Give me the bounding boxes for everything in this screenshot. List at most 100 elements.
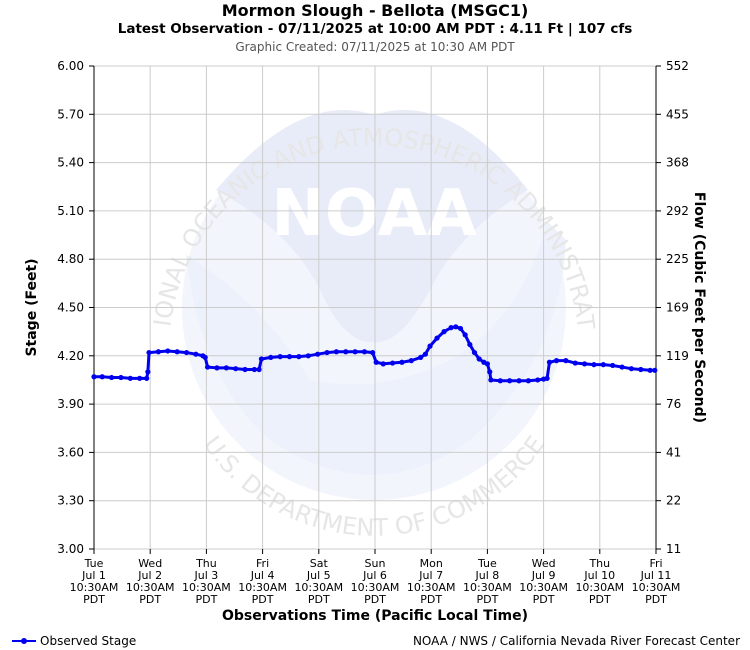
- data-point: [507, 378, 513, 384]
- data-point: [647, 367, 653, 373]
- data-point: [380, 361, 386, 367]
- data-point: [108, 374, 115, 381]
- legend-label: Observed Stage: [40, 634, 137, 648]
- y-tick-label: 5.40: [57, 156, 84, 170]
- y-tick-label: 6.00: [57, 59, 84, 73]
- data-point: [256, 366, 262, 373]
- y-axis-title: Stage (Feet): [24, 258, 40, 356]
- x-tick-label: Tue Jul 1 10:30AM PDT: [70, 557, 119, 606]
- y2-tick-label: 455: [666, 107, 689, 121]
- y-tick-label: 3.60: [57, 445, 84, 459]
- x-tick-label: Mon Jul 7 10:30AM PDT: [407, 557, 456, 606]
- data-point: [422, 351, 428, 357]
- observed-stage-series: [91, 324, 658, 384]
- data-point: [242, 366, 248, 373]
- y2-tick-label: 41: [666, 445, 681, 459]
- y-tick-label: 5.70: [57, 107, 84, 121]
- data-point: [370, 349, 376, 356]
- data-point: [471, 349, 478, 356]
- data-point: [457, 325, 464, 332]
- data-point: [610, 362, 616, 369]
- data-point: [296, 354, 302, 360]
- data-point: [258, 356, 265, 362]
- data-point: [251, 366, 258, 373]
- graphic-created: Graphic Created: 07/11/2025 at 10:30 AM …: [235, 40, 515, 54]
- data-point: [305, 353, 311, 359]
- x-tick-label: Thu Jul 10 10:30AM PDT: [575, 557, 624, 606]
- legend-line-marker-icon: [12, 635, 36, 647]
- data-point: [202, 354, 208, 361]
- data-point: [525, 378, 531, 384]
- data-point: [600, 362, 606, 368]
- data-point: [418, 354, 424, 361]
- credit-text: NOAA / NWS / California Nevada River For…: [412, 634, 740, 648]
- data-point: [467, 341, 473, 348]
- y-tick-label: 4.20: [57, 349, 84, 363]
- data-point: [223, 365, 229, 371]
- data-point: [546, 359, 553, 365]
- data-point: [652, 367, 658, 373]
- data-point: [553, 358, 560, 364]
- data-point: [628, 366, 635, 372]
- watermark-logo-text: NOAA: [271, 177, 477, 251]
- x-tick-label: Thu Jul 3 10:30AM PDT: [182, 557, 231, 606]
- data-point: [165, 348, 171, 354]
- data-point: [497, 378, 503, 384]
- x-tick-label: Fri Jul 4 10:30AM PDT: [238, 557, 287, 606]
- data-point: [286, 354, 293, 360]
- data-point: [324, 349, 330, 356]
- data-point: [118, 374, 124, 381]
- y2-tick-label: 22: [666, 494, 681, 508]
- data-point: [343, 349, 349, 355]
- data-point: [638, 366, 644, 373]
- y2-tick-label: 368: [666, 156, 689, 170]
- data-point: [581, 361, 588, 367]
- y-tick-label: 4.50: [57, 301, 84, 315]
- x-tick-label: Tue Jul 8 10:30AM PDT: [463, 557, 512, 606]
- x-tick-label: Wed Jul 2 10:30AM PDT: [126, 557, 175, 606]
- data-point: [591, 362, 597, 368]
- x-tick-label: Sat Jul 5 10:30AM PDT: [294, 557, 343, 606]
- y-tick-label: 3.30: [57, 494, 84, 508]
- data-point: [487, 369, 493, 375]
- data-point: [214, 365, 220, 371]
- data-point: [91, 374, 97, 380]
- data-point: [389, 360, 396, 366]
- data-point: [352, 349, 358, 355]
- data-point: [183, 349, 190, 356]
- latest-observation: Latest Observation - 07/11/2025 at 10:00…: [117, 21, 633, 37]
- data-point: [268, 354, 274, 361]
- y2-tick-label: 11: [666, 542, 681, 556]
- chart-title: Mormon Slough - Bellota (MSGC1): [221, 1, 529, 20]
- x-axis-title: Observations Time (Pacific Local Time): [222, 608, 528, 624]
- data-point: [361, 349, 368, 355]
- chart-grid: [93, 65, 657, 550]
- data-point: [484, 361, 490, 367]
- watermark-wave-icon: [186, 222, 566, 475]
- y-tick-label: 3.00: [57, 542, 84, 556]
- data-point: [145, 369, 151, 375]
- data-point: [193, 351, 199, 357]
- data-point: [399, 359, 405, 365]
- watermark-gull-icon: [216, 110, 528, 343]
- data-point: [448, 325, 454, 331]
- data-point: [155, 349, 161, 355]
- data-point: [516, 378, 522, 384]
- data-point: [233, 366, 239, 372]
- y2-tick-label: 292: [666, 204, 689, 218]
- x-tick-label: Wed Jul 9 10:30AM PDT: [519, 557, 568, 606]
- noaa-watermark: NOAANATIONAL OCEANIC AND ATMOSPHERIC ADM…: [0, 0, 600, 542]
- data-point: [476, 356, 482, 362]
- data-point: [144, 375, 150, 381]
- data-point: [453, 324, 459, 330]
- data-point: [619, 364, 625, 370]
- y2-axis-ticks: 552 455 368 292 225 169 119 76 41 22 11: [656, 59, 689, 556]
- y-tick-label: 4.80: [57, 252, 84, 266]
- data-point: [127, 375, 133, 381]
- data-point: [563, 358, 569, 364]
- data-point: [146, 349, 152, 356]
- data-point: [373, 359, 379, 365]
- data-point: [488, 377, 494, 383]
